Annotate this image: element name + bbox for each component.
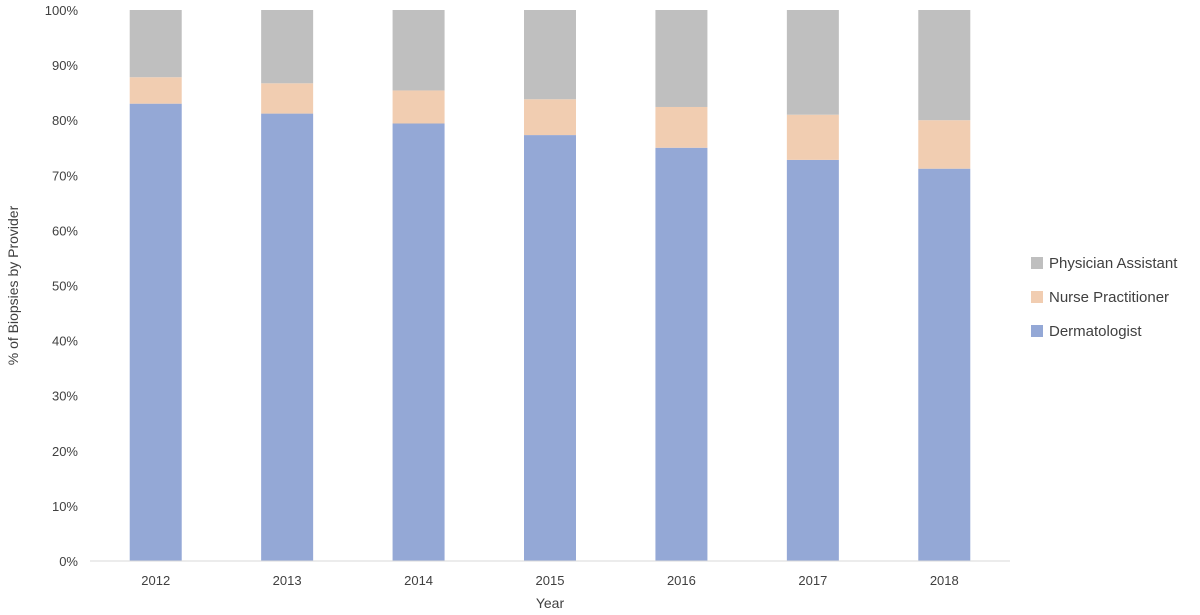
legend: Physician Assistant Nurse Practitioner Der… bbox=[1031, 255, 1178, 340]
legend-label: Nurse Practitioner bbox=[1049, 289, 1169, 306]
x-tick-label: 2018 bbox=[930, 573, 959, 588]
y-tick-label: 10% bbox=[52, 499, 78, 514]
y-tick-label: 60% bbox=[52, 223, 78, 238]
bar-dermatologist-2017 bbox=[786, 159, 839, 561]
bar-nurse-practitioner-2014 bbox=[392, 90, 445, 124]
x-tick-label: 2016 bbox=[667, 573, 696, 588]
bars bbox=[129, 10, 971, 562]
bar-physician-assistant-2012 bbox=[129, 10, 182, 78]
bar-nurse-practitioner-2015 bbox=[524, 99, 576, 136]
bar-dermatologist-2018 bbox=[918, 168, 971, 562]
x-axis-ticks: 2012 2013 2014 2015 2016 2017 2018 bbox=[141, 573, 958, 588]
y-tick-label: 100% bbox=[45, 3, 79, 18]
legend-swatch bbox=[1031, 291, 1043, 303]
bar-nurse-practitioner-2018 bbox=[918, 120, 971, 169]
y-tick-label: 30% bbox=[52, 389, 78, 404]
bar-physician-assistant-2015 bbox=[524, 10, 576, 100]
y-tick-label: 40% bbox=[52, 334, 78, 349]
bar-dermatologist-2013 bbox=[261, 113, 314, 561]
y-tick-label: 80% bbox=[52, 113, 78, 128]
y-tick-label: 20% bbox=[52, 444, 78, 459]
bar-nurse-practitioner-2017 bbox=[786, 114, 839, 160]
y-tick-label: 0% bbox=[59, 554, 78, 569]
bar-physician-assistant-2018 bbox=[918, 10, 971, 121]
bar-dermatologist-2016 bbox=[655, 147, 708, 561]
bar-dermatologist-2014 bbox=[392, 123, 445, 562]
x-tick-label: 2017 bbox=[798, 573, 827, 588]
x-tick-label: 2014 bbox=[404, 573, 433, 588]
bar-dermatologist-2015 bbox=[524, 135, 576, 561]
y-axis-title: % of Biopsies by Provider bbox=[5, 205, 21, 365]
bar-nurse-practitioner-2016 bbox=[655, 106, 708, 148]
legend-swatch bbox=[1031, 257, 1043, 269]
legend-label: Dermatologist bbox=[1049, 323, 1142, 340]
bar-nurse-practitioner-2012 bbox=[129, 77, 182, 104]
x-tick-label: 2012 bbox=[141, 573, 170, 588]
y-tick-label: 90% bbox=[52, 58, 78, 73]
bar-dermatologist-2012 bbox=[129, 103, 182, 562]
x-axis-title: Year bbox=[536, 595, 565, 611]
y-axis-ticks: 0% 10% 20% 30% 40% 50% 60% 70% 80% 90% 100% bbox=[45, 3, 79, 569]
bar-physician-assistant-2016 bbox=[655, 10, 708, 107]
bar-physician-assistant-2013 bbox=[261, 10, 314, 84]
bar-nurse-practitioner-2013 bbox=[261, 83, 314, 114]
x-tick-label: 2013 bbox=[273, 573, 302, 588]
bar-physician-assistant-2017 bbox=[786, 10, 839, 115]
y-tick-label: 50% bbox=[52, 279, 78, 294]
x-tick-label: 2015 bbox=[536, 573, 565, 588]
legend-swatch bbox=[1031, 325, 1043, 337]
y-tick-label: 70% bbox=[52, 168, 78, 183]
bar-physician-assistant-2014 bbox=[392, 10, 445, 91]
legend-label: Physician Assistant bbox=[1049, 255, 1178, 272]
